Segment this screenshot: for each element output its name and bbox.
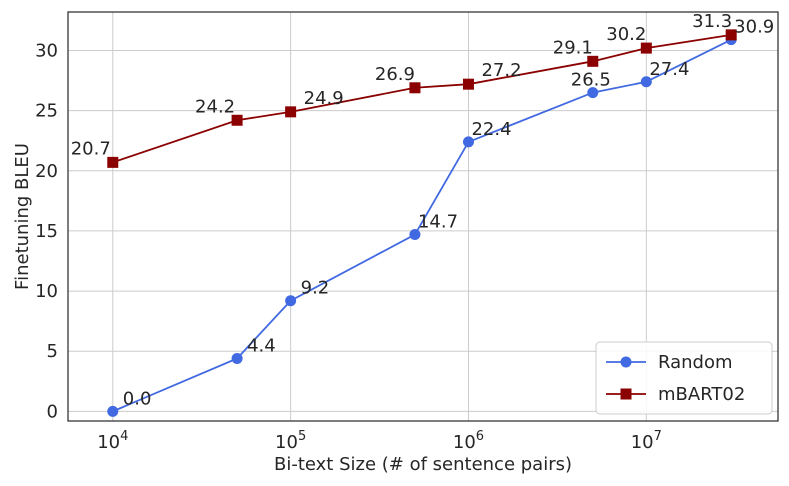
legend-item-random: Random	[606, 352, 733, 373]
data-label: 4.4	[247, 335, 276, 356]
data-point	[462, 78, 474, 90]
data-point	[640, 76, 652, 88]
y-tick-label: 10	[35, 281, 58, 302]
y-tick-label: 5	[47, 341, 58, 362]
data-label: 14.7	[418, 212, 458, 233]
data-label: 27.2	[481, 60, 521, 81]
y-tick-label: 30	[35, 40, 58, 61]
x-tick-label: 106	[453, 429, 484, 453]
legend-box	[595, 341, 773, 415]
series-mbart02	[107, 29, 737, 168]
x-axis-label: Bi-text Size (# of sentence pairs)	[274, 454, 572, 475]
series-layer	[107, 29, 737, 417]
legend-item-mbart02: mBART02	[606, 384, 745, 405]
data-label: 27.4	[649, 59, 689, 80]
y-tick-label: 0	[47, 401, 58, 422]
data-point	[587, 55, 599, 67]
legend-marker	[620, 388, 632, 400]
plot-frame	[67, 11, 779, 422]
data-point	[107, 405, 119, 417]
data-point	[231, 352, 243, 364]
data-label: 29.1	[553, 37, 593, 58]
data-point	[725, 29, 737, 41]
x-tick-label: 104	[97, 429, 128, 453]
data-label: 26.5	[571, 70, 611, 91]
data-point	[587, 87, 599, 99]
data-label: 31.3	[692, 11, 732, 32]
data-label: 30.2	[606, 24, 646, 45]
x-tick-label: 107	[631, 429, 662, 453]
legend: Random mBART02	[595, 341, 773, 415]
data-point	[107, 156, 119, 168]
data-point	[285, 295, 297, 307]
data-label: 24.2	[195, 96, 235, 117]
tick-labels: 104 105 106 107 0 5 10 15 20 25 30	[35, 40, 662, 453]
data-label: 0.0	[123, 388, 152, 409]
data-point	[462, 136, 474, 148]
series-line	[112, 38, 732, 413]
data-point	[409, 229, 421, 241]
legend-label: mBART02	[658, 384, 745, 405]
legend-marker	[620, 356, 632, 368]
y-tick-label: 20	[35, 161, 58, 182]
legend-label: Random	[658, 352, 733, 373]
data-labels: 0.0 4.4 9.2 14.7 22.4 26.5 27.4 30.9 20.7 24.2 24.…	[71, 11, 775, 410]
data-label: 24.9	[304, 88, 344, 109]
data-point	[640, 42, 652, 54]
data-label: 30.9	[734, 17, 774, 38]
series-line	[112, 33, 732, 164]
y-tick-label: 25	[35, 101, 58, 122]
data-point	[285, 106, 297, 118]
y-tick-label: 15	[35, 221, 58, 242]
data-point	[231, 114, 243, 126]
data-point	[409, 82, 421, 94]
data-label: 9.2	[301, 278, 330, 299]
y-axis-label: Finetuning BLEU	[12, 143, 33, 290]
data-label: 20.7	[71, 138, 111, 159]
data-label: 22.4	[471, 119, 511, 140]
data-label: 26.9	[375, 64, 415, 85]
x-tick-label: 105	[275, 429, 306, 453]
